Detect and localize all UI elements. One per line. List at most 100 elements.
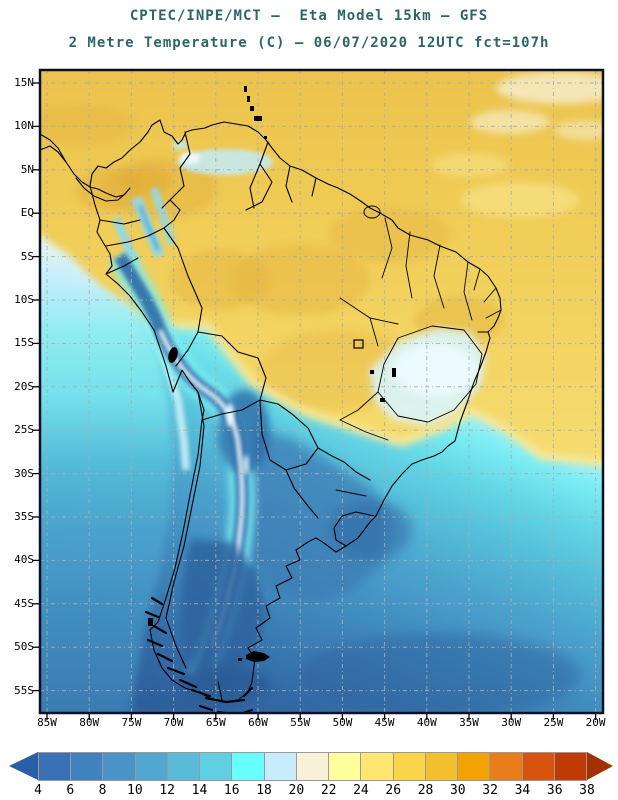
colorbar-tick-label: 34	[514, 783, 531, 798]
colorbar-cell	[200, 753, 233, 780]
brazil-state-lines	[335, 217, 502, 497]
colorbar-cell	[71, 753, 104, 780]
colorbar-cell	[232, 753, 265, 780]
colorbar-tick-label: 6	[66, 783, 75, 798]
title-line-1: CPTEC/INPE/MCT – Eta Model 15km – GFS	[129, 8, 489, 24]
colorbar-tick-label: 20	[288, 783, 305, 798]
border-bolivia-argentina	[201, 399, 261, 421]
pacific-cold-sector	[40, 235, 173, 713]
colorbar-tick-label: 22	[320, 783, 337, 798]
lat-label: 25S	[14, 423, 34, 437]
colorbar-cell	[264, 753, 297, 780]
lon-label: 35W	[459, 716, 479, 729]
lat-label: 50S	[14, 640, 34, 654]
chiloe-island	[148, 618, 153, 626]
colorbar-cell	[458, 753, 491, 780]
map-canvas	[40, 70, 603, 713]
border-paraguay	[259, 399, 319, 519]
colorbar-left-arrow	[9, 752, 38, 780]
nicaragua-coast	[40, 133, 67, 163]
se-brazil-cold-pocket	[370, 328, 486, 426]
lat-label: 5S	[20, 249, 34, 263]
colorbar-tick-label: 36	[546, 783, 563, 798]
lon-label: 55W	[290, 716, 311, 729]
border-peru-brazil	[177, 247, 203, 333]
lon-label: 45W	[374, 716, 395, 729]
colorbar-tick-label: 8	[98, 783, 107, 798]
colorbar-cell	[39, 753, 72, 780]
trinidad-island	[254, 116, 262, 121]
border-guyana-inner	[249, 163, 261, 209]
colorbar-tick-label: 10	[127, 783, 143, 798]
colorbar-tick-label: 26	[385, 783, 402, 798]
colorbar-cell	[490, 753, 523, 780]
colorbar-cell	[329, 753, 362, 780]
colorbar-tick-label: 14	[191, 783, 208, 798]
border-peru-bolivia	[175, 331, 199, 367]
colorbar-cell	[167, 753, 201, 780]
lon-label: 30W	[501, 716, 522, 729]
border-uruguay	[333, 511, 375, 547]
border-guianas	[285, 165, 317, 203]
central-america-coast	[40, 145, 131, 198]
border-argentina-brazil	[317, 447, 371, 481]
lat-label: 55S	[14, 683, 34, 697]
marajo-island	[363, 205, 381, 219]
lat-label: 30S	[14, 466, 34, 480]
lon-label: 75W	[121, 716, 142, 729]
coastline	[89, 119, 502, 703]
colorbar-tick-label: 12	[159, 783, 175, 798]
lat-label: 10N	[14, 119, 34, 133]
country-borders	[40, 119, 502, 703]
colorbar-tick-label: 24	[353, 783, 369, 798]
lat-label: 15N	[14, 76, 34, 89]
colorbar-cell	[135, 753, 168, 780]
border-ecuador-peru	[105, 257, 139, 275]
lat-label: 10S	[14, 293, 34, 306]
lat-label: 45S	[14, 596, 34, 610]
border-venezuela-guyana	[245, 141, 273, 211]
lon-label: 25W	[543, 716, 564, 729]
map-frame	[38, 68, 605, 715]
grid-lines	[40, 70, 603, 713]
title-line-2: 2 Metre Temperature (C) – 06/07/2020 12U…	[68, 35, 550, 51]
colorbar-cell	[522, 753, 555, 780]
colorbar-cell	[296, 753, 330, 780]
lake-titicaca	[168, 347, 178, 363]
islands-and-lakes	[148, 86, 396, 662]
border-chile-argentina	[165, 391, 223, 701]
lat-label: 15S	[14, 336, 34, 350]
colorbar-tick-label: 30	[449, 783, 466, 798]
border-colombia-south	[99, 199, 181, 249]
central-america-coast-south	[75, 177, 127, 202]
lon-label: 50W	[332, 716, 353, 729]
lon-label: 65W	[205, 716, 226, 729]
colorbar-tick-label: 38	[579, 783, 595, 798]
lon-label: 70W	[163, 716, 184, 729]
lat-label: 35S	[14, 510, 34, 523]
lon-label: 60W	[248, 716, 268, 729]
reservoir-outline	[353, 339, 364, 349]
lon-label: 80W	[79, 716, 100, 729]
border-brazil-bolivia	[197, 331, 267, 401]
colorbar-tick-label: 28	[417, 783, 434, 798]
colorbar-tick-label: 32	[482, 783, 498, 798]
lat-label: 40S	[14, 553, 34, 567]
colorbar	[38, 752, 587, 781]
axis-ticks	[33, 82, 597, 720]
border-colombia-venezuela	[161, 131, 191, 209]
lon-label: 40W	[416, 716, 437, 729]
falkland-islands	[246, 651, 270, 662]
colorbar-tick-label: 4	[34, 783, 42, 798]
colorbar-cell	[361, 753, 394, 780]
lat-label: EQ	[20, 206, 34, 220]
colorbar-cell	[393, 753, 426, 780]
colorbar-cell	[425, 753, 459, 780]
lat-label: 5N	[20, 162, 34, 176]
lat-label: 20S	[14, 379, 34, 393]
lon-label: 20W	[585, 716, 606, 729]
colorbar-tick-label: 16	[223, 783, 240, 798]
map	[33, 68, 605, 720]
colorbar-tick-label: 18	[256, 783, 272, 798]
